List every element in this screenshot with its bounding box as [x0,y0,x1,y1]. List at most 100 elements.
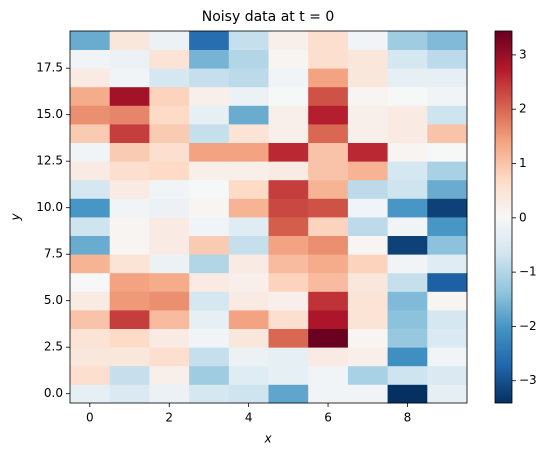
heatmap-cell [149,254,190,274]
heatmap-cell [268,105,309,125]
heatmap-cell [189,217,230,236]
heatmap-cell [189,272,230,292]
heatmap-cell [308,272,349,292]
heatmap-cell [427,161,468,181]
heatmap-cell [347,105,388,125]
heatmap-cell [228,235,269,255]
y-tick-label: 0.0 [44,386,63,400]
heatmap-cell [347,86,388,106]
y-tick-label: 10.0 [36,200,63,214]
heatmap-cell [268,254,309,274]
heatmap-cell [189,179,230,199]
colorbar-tick-label: 0 [519,210,527,224]
heatmap-cell [149,384,190,404]
heatmap-cell [189,254,230,274]
heatmap-cell [228,384,269,404]
y-tick-label: 17.5 [36,61,63,75]
heatmap-cell [308,310,349,329]
heatmap-cell [427,328,468,348]
heatmap-cell [70,347,111,367]
heatmap-cell [308,217,349,236]
heatmap-cell [387,272,428,292]
heatmap-cell [387,31,428,50]
heatmap-cell [427,235,468,255]
heatmap-cell [149,198,190,218]
heatmap-cell [109,347,150,367]
heatmap-cell [347,49,388,69]
heatmap-cell [228,291,269,311]
heatmap-cell [268,198,309,218]
y-tick-label: 15.0 [36,107,63,121]
heatmap-cell [347,124,388,143]
heatmap-cell [347,272,388,292]
heatmap-cell [347,68,388,88]
heatmap-cell [308,291,349,311]
heatmap-cell [347,198,388,218]
heatmap-cell [189,105,230,125]
heatmap-cell [427,217,468,236]
heatmap-cell [387,86,428,106]
heatmap-cell [427,272,468,292]
heatmap-cell [189,365,230,385]
colorbar-tick-label: 1 [519,156,527,170]
heatmap-cell [109,254,150,274]
heatmap-cell [70,310,111,329]
heatmap-cell [189,198,230,218]
heatmap-cell [268,49,309,69]
heatmap-cell [109,179,150,199]
heatmap-cell [70,142,111,162]
x-tick-label: 4 [245,411,253,425]
heatmap-cell [228,272,269,292]
heatmap-cell [427,86,468,106]
heatmap-cell [70,31,111,50]
heatmap-cell [70,254,111,274]
heatmap-cell [228,328,269,348]
heatmap-cell [109,328,150,348]
heatmap-cell [268,291,309,311]
heatmap-cell [189,68,230,88]
heatmap-cell [109,310,150,329]
heatmap-cell [228,68,269,88]
heatmap-cell [268,365,309,385]
heatmap-cell [427,179,468,199]
heatmap-cell [347,310,388,329]
heatmap-cell [387,198,428,218]
heatmap-cell [427,198,468,218]
colorbar-tick-label: 2 [519,102,527,116]
heatmap-cell [149,49,190,69]
heatmap-cell [347,365,388,385]
heatmap-cell [189,384,230,404]
heatmap-cell [427,254,468,274]
heatmap-cell [427,384,468,404]
heatmap-cell [109,31,150,50]
heatmap-cell [109,124,150,143]
y-tick-label: 5.0 [44,293,63,307]
heatmap-cell [427,310,468,329]
heatmap-cell [228,142,269,162]
heatmap-cell [347,328,388,348]
heatmap-cell [109,217,150,236]
heatmap-cell [228,179,269,199]
heatmap-cell [149,31,190,50]
heatmap-cell [347,161,388,181]
heatmap-cell [268,384,309,404]
heatmap-cell [308,105,349,125]
heatmap-cell [308,384,349,404]
heatmap-cell [109,161,150,181]
heatmap-cell [149,365,190,385]
heatmap-cell [308,124,349,143]
heatmap-cell [427,347,468,367]
heatmap-cell [149,179,190,199]
heatmap-cell [387,235,428,255]
heatmap-cell [347,235,388,255]
heatmap-cell [70,235,111,255]
heatmap-cell [427,142,468,162]
heatmap-cell [308,86,349,106]
x-tick-label: 6 [324,411,332,425]
heatmap-cell [70,124,111,143]
heatmap-cell [268,235,309,255]
heatmap-cell [109,272,150,292]
heatmap-cell [387,68,428,88]
heatmap-cell [387,217,428,236]
heatmap-cell [228,310,269,329]
